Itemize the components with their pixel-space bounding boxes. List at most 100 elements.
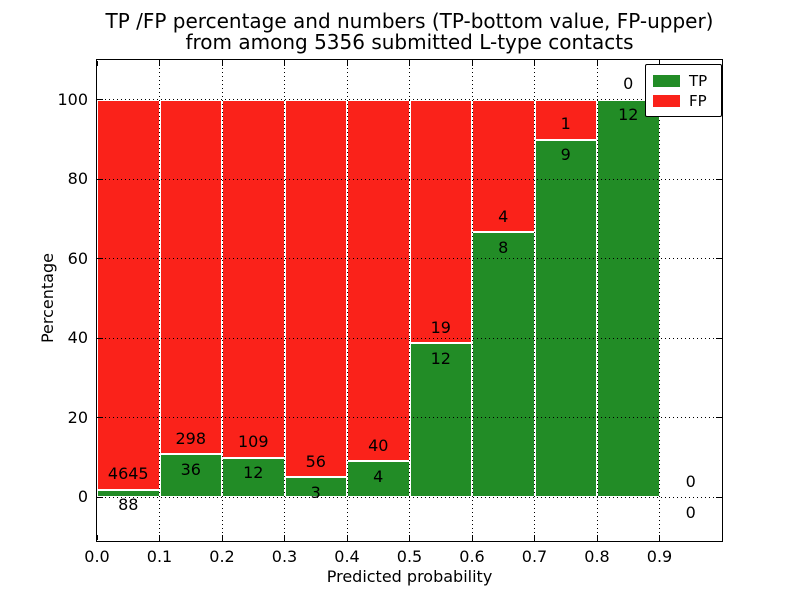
fp-count-label: 4 [498, 206, 509, 226]
x-tick-label: 0.7 [521, 547, 548, 566]
chart-title-line2: from among 5356 submitted L-type contact… [185, 30, 634, 54]
y-tick-right [716, 178, 721, 180]
y-tick-right [716, 337, 721, 339]
fp-bar-segment [472, 99, 535, 233]
fp-bar-segment [222, 99, 285, 458]
fp-bar-segment [347, 99, 410, 462]
x-tick-bottom [221, 535, 223, 540]
fp-bar-segment [159, 99, 222, 455]
y-tick-label: 40 [67, 328, 88, 348]
legend-label-fp: FP [689, 91, 707, 110]
tp-count-label: 36 [180, 459, 201, 479]
x-tick-top [409, 61, 410, 66]
x-tick-top [284, 61, 285, 66]
gridline-x-0.6 [471, 60, 473, 541]
x-tick-top [346, 61, 348, 66]
fp-count-label: 19 [430, 317, 451, 337]
fp-count-label: 109 [237, 432, 269, 452]
x-tick-bottom [534, 535, 535, 540]
y-tick-label: 0 [77, 487, 88, 507]
x-tick-bottom [409, 535, 410, 540]
x-tick-top [534, 61, 535, 66]
fp-count-label: 298 [175, 428, 207, 448]
tp-bar-segment [472, 232, 535, 498]
y-tick-left [98, 337, 103, 339]
fp-count-label: 1 [560, 114, 571, 133]
tp-count-label: 88 [118, 495, 139, 515]
x-tick-bottom [284, 535, 285, 540]
x-tick-label: 0.4 [334, 547, 360, 566]
x-axis-label: Predicted probability [326, 567, 493, 586]
y-tick-left [98, 258, 103, 260]
fp-bar-segment [534, 99, 597, 140]
fp-bar-segment [97, 99, 160, 490]
gridline-x-0.4 [346, 60, 348, 541]
y-tick-left [98, 496, 103, 498]
gridline-x-0.8 [596, 60, 598, 541]
x-tick-label: 0.6 [459, 547, 485, 566]
tp-bar-segment [534, 139, 597, 498]
tp-count-label: 8 [498, 237, 509, 257]
y-axis-label: Percentage [38, 253, 57, 344]
gridline-x-0.9 [659, 60, 660, 541]
x-tick-bottom [96, 535, 98, 540]
y-tick-right [716, 258, 721, 260]
tp-count-label: 3 [310, 482, 321, 502]
x-tick-label: 0.2 [209, 547, 235, 566]
chart-title: TP /FP percentage and numbers (TP-bottom… [97, 11, 722, 53]
x-tick-top [159, 61, 160, 66]
tp-count-label: 4 [373, 466, 384, 486]
y-tick-label: 20 [67, 407, 88, 427]
x-tick-bottom [659, 535, 660, 540]
fp-bar-segment [409, 99, 472, 344]
x-tick-bottom [346, 535, 348, 540]
legend-entry-tp: TP [653, 71, 714, 91]
y-tick-label: 60 [67, 248, 88, 268]
y-tick-label: 80 [67, 169, 88, 189]
y-tick-left [98, 99, 103, 101]
y-tick-right [716, 496, 721, 498]
legend: TP FP [645, 64, 722, 117]
y-tick-left [98, 178, 103, 180]
fp-count-label: 56 [305, 451, 326, 471]
tp-count-label: 12 [243, 463, 264, 483]
x-tick-top [596, 61, 598, 66]
gridline-x-0.3 [284, 60, 285, 541]
fp-bar-segment [284, 99, 347, 478]
tp-bar-segment [597, 99, 660, 498]
x-tick-label: 0.3 [271, 547, 298, 566]
y-tick-right [716, 417, 721, 419]
tp-bar-segment [159, 454, 222, 498]
legend-swatch-tp [653, 75, 680, 87]
legend-label-tp: TP [689, 71, 708, 90]
x-tick-top [471, 61, 473, 66]
x-tick-bottom [159, 535, 160, 540]
gridline-x-0.2 [221, 60, 223, 541]
x-tick-bottom [596, 535, 598, 540]
x-tick-top [96, 61, 98, 66]
x-tick-label: 0.1 [146, 547, 173, 566]
tp-bar-segment [222, 457, 285, 498]
gridline-x-0.5 [409, 60, 410, 541]
tp-count-label: 0 [685, 502, 696, 522]
gridline-x-0.1 [159, 60, 160, 541]
x-tick-label: 0.0 [84, 547, 110, 566]
y-tick-left [98, 417, 103, 419]
x-tick-label: 0.5 [396, 547, 423, 566]
legend-swatch-fp [653, 95, 680, 107]
x-tick-top [221, 61, 223, 66]
gridline-x-0.7 [534, 60, 535, 541]
fp-count-label: 4645 [107, 464, 149, 484]
x-tick-label: 0.9 [646, 547, 673, 566]
tp-count-label: 12 [618, 105, 639, 125]
fp-count-label: 0 [685, 471, 696, 491]
x-tick-label: 0.8 [584, 547, 610, 566]
fp-count-label: 40 [368, 435, 389, 455]
legend-entry-fp: FP [653, 91, 714, 111]
chart-title-line1: TP /FP percentage and numbers (TP-bottom… [105, 9, 714, 33]
tp-count-label: 12 [430, 348, 451, 368]
tp-count-label: 9 [560, 145, 571, 164]
x-tick-top [659, 61, 660, 66]
fp-count-label: 0 [623, 74, 634, 94]
